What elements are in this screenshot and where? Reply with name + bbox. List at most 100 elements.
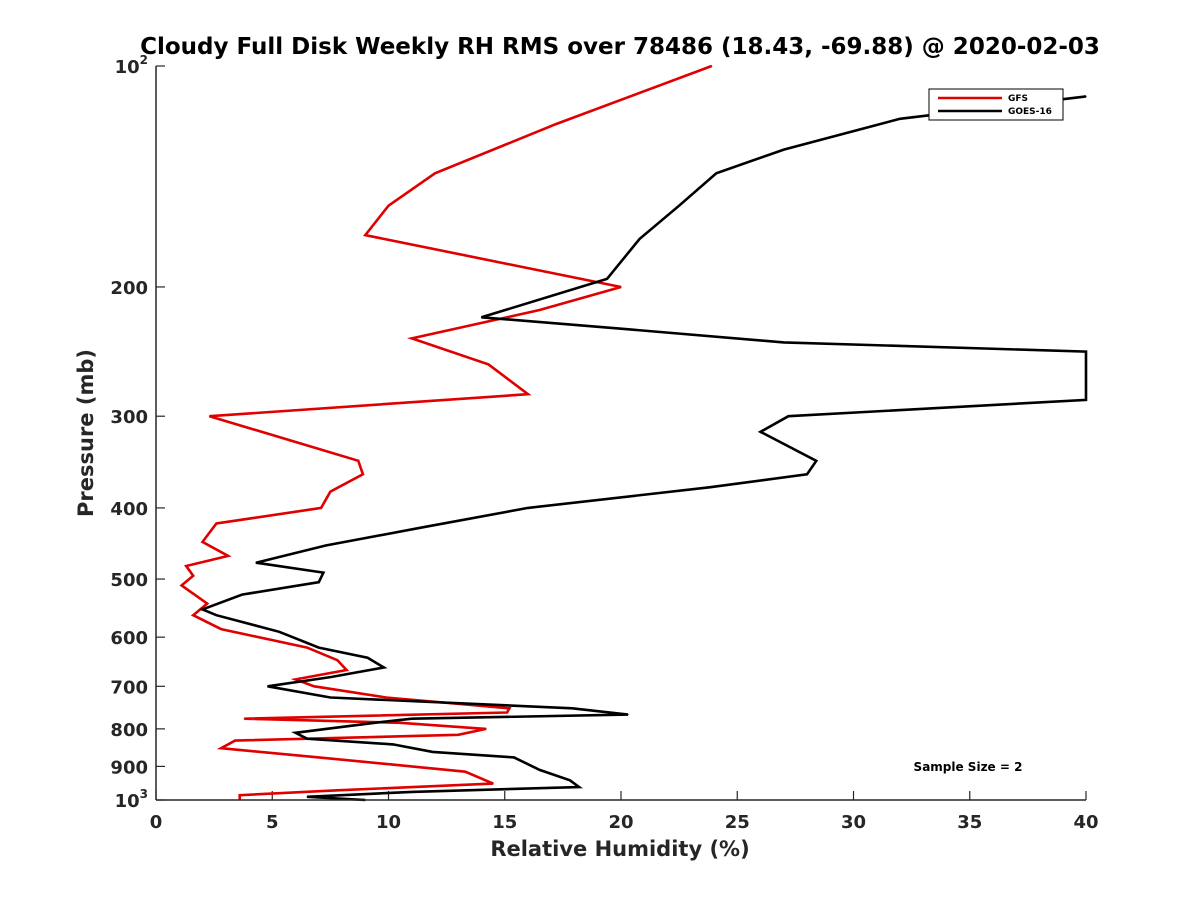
y-tick-label: 400 bbox=[110, 499, 148, 520]
data-point bbox=[578, 786, 580, 788]
data-point bbox=[234, 740, 236, 742]
sample-size-annotation: Sample Size = 2 bbox=[914, 760, 1023, 774]
data-point bbox=[192, 575, 194, 577]
data-point bbox=[711, 65, 713, 67]
data-point bbox=[783, 341, 785, 343]
data-point bbox=[708, 486, 711, 488]
data-point bbox=[241, 594, 243, 596]
data-point bbox=[367, 657, 369, 659]
data-point bbox=[201, 608, 204, 611]
data-point bbox=[678, 205, 680, 207]
data-point bbox=[294, 732, 297, 734]
data-point bbox=[383, 666, 385, 669]
data-point bbox=[715, 172, 717, 174]
data-point bbox=[1085, 351, 1087, 353]
data-point bbox=[329, 491, 331, 493]
data-point bbox=[527, 393, 529, 395]
data-point bbox=[215, 522, 217, 525]
data-point bbox=[294, 678, 297, 681]
data-point bbox=[306, 796, 308, 798]
y-tick-label: 800 bbox=[110, 720, 148, 741]
x-tick-label: 40 bbox=[1073, 812, 1098, 833]
y-tick-base: 10 bbox=[115, 791, 140, 812]
data-point bbox=[815, 460, 817, 462]
data-point bbox=[527, 507, 529, 509]
y-axis-label: Pressure (mb) bbox=[74, 349, 98, 517]
y-tick-label: 300 bbox=[110, 407, 148, 428]
data-point bbox=[346, 669, 348, 671]
data-point bbox=[227, 555, 229, 557]
y-tick-label: 600 bbox=[110, 628, 148, 649]
data-point bbox=[571, 707, 573, 709]
data-point bbox=[206, 603, 208, 605]
data-point bbox=[318, 647, 320, 649]
data-point bbox=[759, 431, 762, 433]
series-line-goes-16 bbox=[198, 95, 1088, 802]
data-point bbox=[320, 507, 322, 509]
data-point bbox=[181, 584, 183, 587]
data-point bbox=[322, 572, 324, 574]
data-point bbox=[569, 779, 571, 781]
data-point bbox=[399, 722, 401, 724]
data-point bbox=[487, 363, 490, 365]
x-tick-label: 20 bbox=[608, 812, 633, 833]
legend-gfs-label: GFS bbox=[1008, 94, 1028, 104]
data-point bbox=[313, 685, 315, 687]
y-tick-label: 500 bbox=[110, 570, 148, 591]
data-point bbox=[492, 783, 494, 785]
data-point bbox=[329, 696, 331, 699]
data-point bbox=[318, 581, 320, 583]
data-point bbox=[185, 565, 187, 567]
y-tick-label: 200 bbox=[110, 278, 148, 299]
data-point bbox=[392, 743, 394, 746]
data-point bbox=[1085, 95, 1087, 97]
data-point bbox=[620, 286, 622, 288]
data-point bbox=[606, 278, 608, 280]
data-point bbox=[432, 751, 434, 753]
legend: GFS GOES-16 bbox=[928, 88, 1064, 121]
data-point bbox=[1085, 399, 1087, 401]
x-tick-label: 25 bbox=[725, 812, 750, 833]
data-point bbox=[215, 614, 217, 616]
y-tick-base: 10 bbox=[115, 57, 140, 78]
y-tick-label: 103 bbox=[115, 787, 148, 812]
data-point bbox=[539, 769, 541, 771]
data-point bbox=[555, 123, 557, 125]
data-point bbox=[806, 473, 808, 475]
x-tick-label: 30 bbox=[841, 812, 866, 833]
data-point bbox=[899, 118, 901, 120]
data-point bbox=[620, 328, 622, 330]
data-point bbox=[422, 526, 424, 528]
data-point bbox=[318, 756, 320, 759]
data-point bbox=[362, 473, 364, 475]
data-point bbox=[506, 711, 508, 714]
data-point bbox=[220, 628, 222, 630]
data-point bbox=[639, 238, 641, 240]
legend-goes16-label: GOES-16 bbox=[1008, 107, 1052, 117]
data-point bbox=[539, 309, 541, 311]
y-tick-label: 900 bbox=[110, 757, 148, 778]
y-tick-exponent: 2 bbox=[140, 53, 148, 67]
data-point bbox=[306, 738, 308, 740]
data-point bbox=[267, 685, 269, 687]
data-point bbox=[457, 734, 459, 736]
x-tick-label: 15 bbox=[492, 812, 517, 833]
x-tick-label: 0 bbox=[150, 812, 163, 833]
plot-series bbox=[179, 64, 1088, 802]
y-tick-label: 102 bbox=[115, 53, 148, 78]
data-point bbox=[385, 696, 387, 699]
data-point bbox=[485, 728, 487, 730]
chart-title: Cloudy Full Disk Weekly RH RMS over 7848… bbox=[140, 34, 1100, 60]
data-point bbox=[387, 205, 390, 207]
data-point bbox=[374, 722, 376, 724]
data-point bbox=[255, 562, 257, 564]
data-point bbox=[434, 172, 436, 174]
data-point bbox=[508, 707, 510, 709]
data-point bbox=[278, 631, 280, 633]
legend-box bbox=[928, 88, 1064, 121]
data-point bbox=[329, 676, 331, 678]
data-point bbox=[201, 541, 204, 543]
